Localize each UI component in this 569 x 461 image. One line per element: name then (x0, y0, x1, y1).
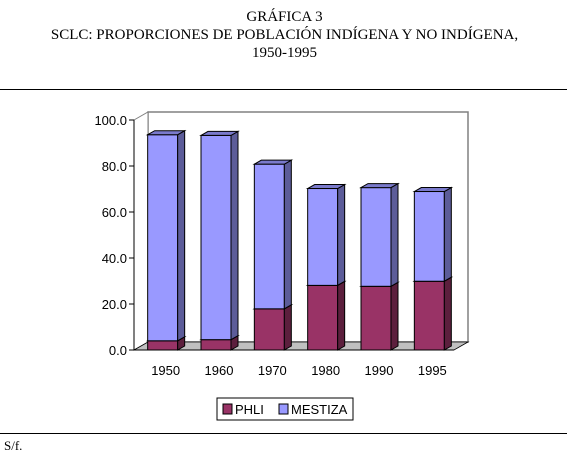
bar-phli-front (307, 284, 339, 351)
bar-mestiza-top (412, 187, 454, 193)
x-tick-label: 1960 (205, 363, 234, 378)
bar-mestiza-top (252, 159, 294, 165)
chart-period: 1950-1995 (252, 45, 317, 61)
bar-mestiza-side (177, 129, 186, 342)
bar-mestiza-top (145, 130, 187, 136)
legend-swatch-phli (222, 403, 233, 415)
bar-mestiza-top (359, 183, 400, 189)
y-tick-label: 0.0 (109, 343, 127, 358)
y-tick-label: 40.0 (102, 251, 127, 266)
source-note: S/f. (4, 438, 23, 453)
legend-swatch-mestiza (278, 403, 289, 415)
plot-side-wall (133, 111, 149, 351)
chart-header: GRÁFICA 3 SCLC: PROPORCIONES DE POBLACIÓ… (0, 8, 569, 62)
legend-label-mestiza: MESTIZA (291, 402, 348, 417)
bar-phli-side (337, 280, 346, 351)
y-tick-label: 60.0 (102, 205, 127, 220)
bar-phli-front (253, 308, 285, 351)
bar-phli-front (147, 340, 179, 351)
figure-number: GRÁFICA 3 (246, 9, 323, 25)
y-tick-label: 100.0 (94, 113, 127, 128)
top-divider (0, 89, 567, 90)
y-tick-label: 80.0 (102, 159, 127, 174)
bar-mestiza-side (283, 159, 292, 310)
x-tick-label: 1980 (311, 363, 340, 378)
chart-title: SCLC: PROPORCIONES DE POBLACIÓN INDÍGENA… (50, 27, 519, 43)
x-tick-label: 1950 (151, 363, 180, 378)
bar-phli-side (443, 276, 452, 351)
bar-mestiza-top (199, 130, 240, 136)
bar-mestiza-top (305, 184, 347, 190)
x-tick-label: 1970 (258, 363, 287, 378)
bar-mestiza-front (307, 188, 339, 286)
bar-phli-front (360, 285, 392, 351)
y-tick-label: 20.0 (102, 297, 127, 312)
legend-label-phli: PHLI (235, 402, 264, 417)
x-tick-label: 1995 (418, 363, 447, 378)
bar-phli-side (390, 281, 399, 351)
x-tick-label: 1990 (365, 363, 394, 378)
bar-mestiza-side (337, 183, 346, 287)
bar-mestiza-front (147, 134, 179, 342)
bar-mestiza-front (200, 134, 232, 341)
bar-mestiza-side (230, 130, 239, 341)
bar-mestiza-front (413, 191, 445, 282)
bar-phli-front (413, 280, 445, 351)
bar-mestiza-side (443, 186, 452, 283)
bottom-divider (0, 433, 567, 434)
bar-phli-front (200, 339, 232, 351)
bar-mestiza-side (390, 182, 399, 288)
bar-mestiza-front (360, 187, 392, 287)
bar-mestiza-front (253, 163, 285, 310)
bar-phli-side (283, 303, 292, 351)
